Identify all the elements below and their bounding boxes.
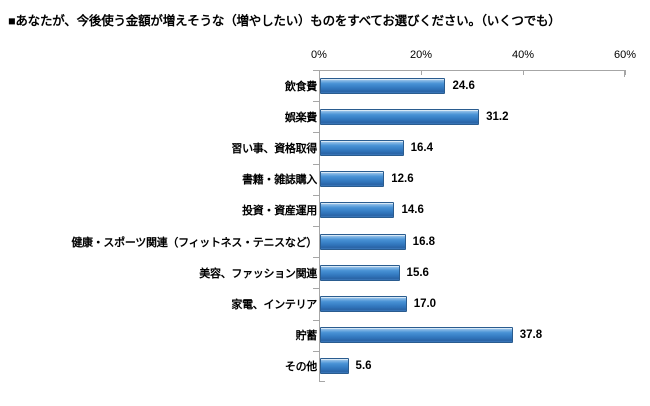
chart-row: 貯蓄 37.8 [0,319,650,351]
category-label: 飲食費 [284,80,317,93]
y-tick-mark [313,288,319,290]
bar [320,77,446,94]
bar [320,358,349,375]
category-label: その他 [284,361,317,374]
category-label: 書籍・雑誌購入 [242,174,317,187]
category-label: 習い事、資格取得 [231,142,317,155]
chart-row: その他 5.6 [0,350,650,382]
bar [320,171,385,188]
category-label: 美容、ファッション関連 [199,267,317,280]
category-label: 投資・資産運用 [242,205,317,218]
y-tick-mark [313,194,319,196]
bar-value-label: 37.8 [519,329,543,342]
x-tick-mark [523,70,524,75]
bar-value-label: 17.0 [413,297,437,310]
chart-row: 習い事、資格取得 16.4 [0,132,650,163]
chart-row: 投資・資産運用 14.6 [0,194,650,226]
bar [320,295,407,312]
bar-value-label: 16.4 [410,141,434,154]
bar [320,233,406,250]
y-tick-mark [313,101,319,103]
bar-value-label: 14.6 [401,204,424,217]
bar-value-label: 24.6 [452,79,475,92]
chart-row: 飲食費 24.6 [0,70,650,101]
bar-value-label: 12.6 [391,173,414,186]
chart-row: 健康・スポーツ関連（フィットネス・テニスなど） 16.8 [0,226,650,257]
y-tick-mark [313,163,319,165]
x-tick-label: 40% [511,49,535,61]
y-tick-mark [313,70,319,71]
x-tick-label: 20% [409,49,433,61]
chart-row: 娯楽費 31.2 [0,101,650,132]
y-tick-mark [313,257,319,259]
page-title: ■あなたが、今後使う金額が増えそうな（増やしたい）ものをすべてお選びください。（… [8,14,561,28]
bar [320,108,480,125]
x-tick-label: 60% [613,49,637,61]
bar-value-label: 31.2 [486,110,509,123]
bar-value-label: 5.6 [355,360,372,373]
y-tick-mark [313,132,319,134]
chart-row: 美容、ファッション関連 15.6 [0,257,650,288]
chart-row: 書籍・雑誌購入 12.6 [0,163,650,195]
category-label: 娯楽費 [284,111,317,124]
category-label: 貯蓄 [295,330,318,343]
chart-row: 家電、インテリア 17.0 [0,288,650,319]
y-tick-mark [313,350,319,352]
axis-bottom-tick [319,381,325,382]
bar-value-label: 16.8 [412,235,436,248]
category-label: 家電、インテリア [231,298,317,311]
x-tick-mark [625,70,626,75]
plot-area-frame [319,70,625,382]
bar-value-label: 15.6 [406,266,429,279]
y-tick-mark [313,319,319,321]
bar [320,202,395,219]
axis-right-tick [624,70,625,77]
bar [320,264,400,281]
x-tick-label: 0% [311,49,327,61]
x-tick-mark [421,70,422,75]
y-tick-mark [313,226,319,227]
category-label: 健康・スポーツ関連（フィットネス・テニスなど） [71,236,317,249]
bar [320,139,404,156]
bar [320,327,513,344]
